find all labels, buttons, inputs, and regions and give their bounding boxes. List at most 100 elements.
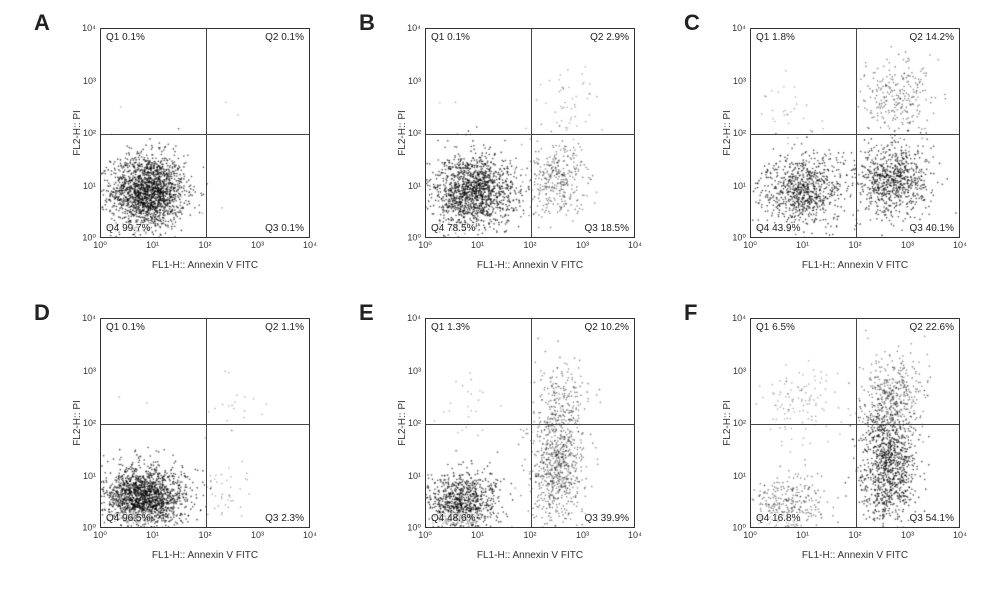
x-axis-label: FL1-H:: Annexin V FITC — [100, 550, 310, 561]
x-tick: 10¹ — [146, 530, 159, 540]
x-ticks: 10⁰10¹10²10³10⁴ — [750, 530, 960, 544]
q3-label: Q3 40.1% — [909, 223, 955, 234]
panel-f: FQ1 6.5%Q2 22.6%Q3 54.1%Q4 16.8%10⁰10¹10… — [680, 300, 980, 580]
quadrant-divider-horizontal — [101, 134, 309, 135]
x-axis-label: FL1-H:: Annexin V FITC — [425, 260, 635, 271]
plot-area: Q1 1.3%Q2 10.2%Q3 39.9%Q4 48.6% — [425, 318, 635, 528]
x-tick: 10⁰ — [93, 530, 107, 541]
quadrant-divider-horizontal — [101, 424, 309, 425]
x-ticks: 10⁰10¹10²10³10⁴ — [425, 240, 635, 254]
x-tick: 10⁴ — [303, 530, 317, 540]
quadrant-divider-vertical — [856, 29, 857, 237]
q2-label: Q2 14.2% — [909, 32, 955, 43]
x-tick: 10² — [523, 530, 536, 540]
x-tick: 10⁰ — [418, 530, 432, 541]
x-tick: 10⁴ — [953, 530, 967, 540]
quadrant-divider-horizontal — [751, 424, 959, 425]
q3-label: Q3 0.1% — [264, 223, 305, 234]
plot-area: Q1 0.1% Q2 2.9% Q3 18.5% Q4 78.5% — [425, 28, 635, 238]
q2-label: Q2 0.1% — [264, 32, 305, 43]
x-tick: 10² — [848, 240, 861, 250]
x-axis-label: FL1-H:: Annexin V FITC — [750, 260, 960, 271]
panel-label: E — [359, 300, 374, 326]
plot-wrap: Q1 1.3%Q2 10.2%Q3 39.9%Q4 48.6% — [425, 318, 635, 528]
x-tick: 10⁴ — [628, 530, 642, 540]
x-tick: 10³ — [251, 240, 264, 250]
q3-label: Q3 39.9% — [584, 513, 630, 524]
y-axis-label: FL2-H:: PI — [72, 28, 83, 238]
x-tick: 10² — [523, 240, 536, 250]
x-tick: 10¹ — [471, 530, 484, 540]
x-ticks: 10⁰10¹10²10³10⁴ — [100, 240, 310, 254]
x-tick: 10⁰ — [743, 240, 757, 251]
panel-c: C Q1 1.8% Q2 14.2% Q3 40.1% Q4 43.9% 10⁰ 10¹ 10… — [680, 10, 980, 290]
plot-wrap: Q1 0.1% Q2 1.1% Q3 2.3% Q4 96.5% — [100, 318, 310, 528]
panel-a: AQ1 0.1%Q2 0.1%Q3 0.1%Q4 99.7%10⁰10¹10²1… — [30, 10, 330, 290]
quadrant-divider-horizontal — [426, 134, 634, 135]
panel-label: B — [359, 10, 375, 36]
q3-label: Q3 18.5% — [584, 223, 630, 234]
q4-label: Q4 78.5% — [430, 223, 476, 234]
quadrant-divider-horizontal — [751, 134, 959, 135]
x-tick: 10⁴ — [303, 240, 317, 250]
q1-label: Q1 0.1% — [105, 322, 146, 333]
q1-label: Q1 0.1% — [430, 32, 471, 43]
panel-b: B Q1 0.1% Q2 2.9% Q3 18.5% Q4 78.5% 10⁰ 10¹ 10²… — [355, 10, 655, 290]
quadrant-divider-vertical — [531, 29, 532, 237]
x-ticks: 10⁰10¹10²10³10⁴ — [100, 530, 310, 544]
panel-label: C — [684, 10, 700, 36]
x-tick: 10² — [198, 240, 211, 250]
panel-label: A — [34, 10, 50, 36]
q2-label: Q2 2.9% — [589, 32, 630, 43]
x-ticks: 10⁰10¹10²10³10⁴ — [425, 530, 635, 544]
quadrant-divider-vertical — [531, 319, 532, 527]
q4-label: Q4 16.8% — [755, 513, 801, 524]
y-axis-label: FL2-H:: PI — [72, 318, 83, 528]
x-tick: 10¹ — [796, 240, 809, 250]
plot-wrap: Q1 0.1% Q2 0.1% Q3 0.1% Q4 99.7% — [100, 28, 310, 238]
y-axis-label: FL2-H:: PI — [722, 28, 733, 238]
x-tick: 10³ — [251, 530, 264, 540]
x-tick: 10³ — [901, 530, 914, 540]
quadrant-divider-vertical — [206, 29, 207, 237]
quadrant-divider-vertical — [856, 319, 857, 527]
x-axis-label: FL1-H:: Annexin V FITC — [100, 260, 310, 271]
x-tick: 10² — [198, 530, 211, 540]
y-axis-label: FL2-H:: PI — [397, 28, 408, 238]
x-tick: 10³ — [576, 240, 589, 250]
quadrant-divider-vertical — [206, 319, 207, 527]
x-tick: 10⁰ — [743, 530, 757, 541]
q1-label: Q1 1.8% — [755, 32, 796, 43]
q1-label: Q1 6.5% — [755, 322, 796, 333]
x-tick: 10¹ — [471, 240, 484, 250]
x-tick: 10⁰ — [418, 240, 432, 251]
x-tick: 10⁰ — [93, 240, 107, 251]
q4-label: Q4 96.5% — [105, 513, 151, 524]
plot-area: Q1 0.1% Q2 1.1% Q3 2.3% Q4 96.5% — [100, 318, 310, 528]
plot-area: Q1 6.5% Q2 22.6% Q3 54.1% Q4 16.8% — [750, 318, 960, 528]
q2-label: Q2 1.1% — [264, 322, 305, 333]
plot-area: Q1 0.1% Q2 0.1% Q3 0.1% Q4 99.7% — [100, 28, 310, 238]
x-tick: 10¹ — [796, 530, 809, 540]
y-axis-label: FL2-H:: PI — [397, 318, 408, 528]
plot-area: Q1 1.8% Q2 14.2% Q3 40.1% Q4 43.9% — [750, 28, 960, 238]
q3-label: Q3 54.1% — [909, 513, 955, 524]
q1-label: Q1 0.1% — [105, 32, 146, 43]
q2-label: Q2 10.2% — [584, 322, 630, 333]
panel-label: D — [34, 300, 50, 326]
q3-label: Q3 2.3% — [264, 513, 305, 524]
panel-label: F — [684, 300, 697, 326]
q4-label: Q4 48.6% — [430, 513, 476, 524]
quadrant-divider-horizontal — [426, 424, 634, 425]
plot-wrap: Q1 1.8% Q2 14.2% Q3 40.1% Q4 43.9% — [750, 28, 960, 238]
y-axis-label: FL2-H:: PI — [722, 318, 733, 528]
q4-label: Q4 43.9% — [755, 223, 801, 234]
plot-wrap: Q1 6.5% Q2 22.6% Q3 54.1% Q4 16.8% — [750, 318, 960, 528]
q2-label: Q2 22.6% — [909, 322, 955, 333]
panel-d: D Q1 0.1% Q2 1.1% Q3 2.3% Q4 96.5% 10⁰ 10¹ 10² 1… — [30, 300, 330, 580]
x-tick: 10³ — [901, 240, 914, 250]
q4-label: Q4 99.7% — [105, 223, 151, 234]
x-axis-label: FL1-H:: Annexin V FITC — [425, 550, 635, 561]
x-ticks: 10⁰10¹10²10³10⁴ — [750, 240, 960, 254]
x-tick: 10⁴ — [628, 240, 642, 250]
